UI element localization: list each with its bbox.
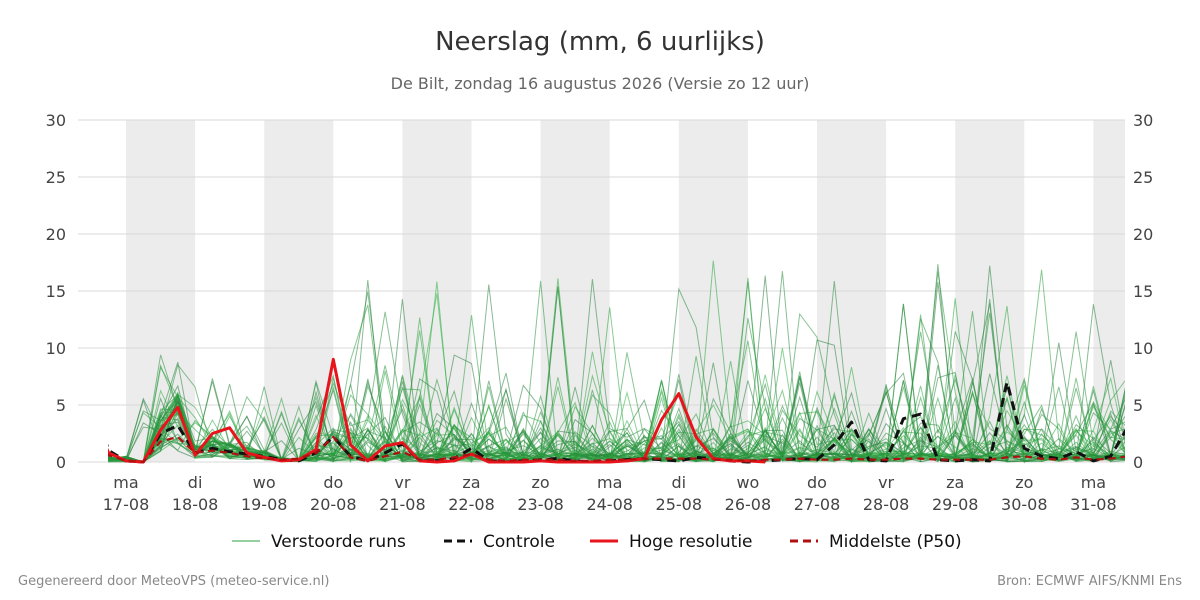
x-tick-day: ma <box>113 473 138 492</box>
ensemble-member-line <box>108 286 1125 463</box>
y-tick-label-right: 25 <box>1133 168 1153 187</box>
x-tick-day: za <box>946 473 964 492</box>
legend-label: Middelste (P50) <box>829 532 962 552</box>
x-tick-day: vr <box>878 473 894 492</box>
y-tick-label-right: 30 <box>1133 111 1153 130</box>
x-tick-date: 26-08 <box>725 495 772 514</box>
x-tick-date: 30-08 <box>1001 495 1048 514</box>
plot-series <box>108 260 1125 464</box>
ensemble-member-line <box>108 280 1125 463</box>
x-tick-day: wo <box>736 473 759 492</box>
y-tick-label-right: 0 <box>1133 453 1143 472</box>
y-tick-label-left: 0 <box>56 453 66 472</box>
x-tick-day: di <box>671 473 686 492</box>
x-tick-date: 23-08 <box>517 495 564 514</box>
legend-label: Controle <box>483 532 555 552</box>
x-tick-date: 19-08 <box>241 495 288 514</box>
y-tick-label-right: 10 <box>1133 339 1153 358</box>
legend: Verstoorde runs Controle Hoge resolutie Mid… <box>232 532 962 552</box>
x-tick-day: ma <box>1081 473 1106 492</box>
ensemble-member-line <box>108 287 1125 463</box>
x-tick-day: do <box>807 473 827 492</box>
footer-generated: Gegenereerd door MeteoVPS (meteo-service… <box>18 574 329 589</box>
ensemble-member-line <box>108 265 1125 463</box>
y-tick-label-right: 15 <box>1133 282 1153 301</box>
y-tick-label-left: 30 <box>46 111 66 130</box>
x-tick-date: 27-08 <box>794 495 841 514</box>
x-tick-day: za <box>462 473 480 492</box>
x-tick-date: 25-08 <box>656 495 703 514</box>
y-tick-label-right: 20 <box>1133 225 1153 244</box>
x-tick-day: do <box>323 473 343 492</box>
ensemble-member-line <box>108 278 1125 463</box>
x-tick-day: vr <box>394 473 410 492</box>
chart-subtitle: De Bilt, zondag 16 augustus 2026 (Versie… <box>391 74 810 93</box>
legend-label: Verstoorde runs <box>271 532 406 552</box>
x-tick-date: 21-08 <box>379 495 426 514</box>
ensemble-member-line <box>108 279 1125 464</box>
footer-source: Bron: ECMWF AIFS/KNMI Ens <box>997 574 1182 589</box>
ensemble-member-line <box>108 284 1125 463</box>
y-axis-right: 0 5 10 15 20 25 30 <box>1133 111 1153 472</box>
ensemble-member-line <box>108 388 1125 463</box>
x-tick-date: 28-08 <box>863 495 910 514</box>
x-tick-day: wo <box>253 473 276 492</box>
x-tick-day: di <box>188 473 203 492</box>
y-tick-label-left: 10 <box>46 339 66 358</box>
x-tick-date: 17-08 <box>103 495 150 514</box>
ensemble-member-line <box>108 303 1125 463</box>
ensemble-member-line <box>108 281 1125 463</box>
x-tick-date: 24-08 <box>586 495 633 514</box>
plot-area <box>108 260 1125 464</box>
x-tick-date: 22-08 <box>448 495 495 514</box>
x-tick-date: 18-08 <box>172 495 219 514</box>
series-line-hoge-resolutie <box>108 357 766 464</box>
x-tick-day: zo <box>532 473 550 492</box>
x-tick-date: 31-08 <box>1070 495 1117 514</box>
y-tick-label-left: 5 <box>56 396 66 415</box>
y-tick-label-right: 5 <box>1133 396 1143 415</box>
y-tick-label-left: 20 <box>46 225 66 244</box>
y-tick-label-left: 25 <box>46 168 66 187</box>
y-axis-left: 0 5 10 15 20 25 30 <box>46 111 66 472</box>
x-axis: ma 17-08 di 18-08 wo 19-08 do 20-08 vr 21-08 za 22-… <box>103 473 1117 514</box>
series-line-middelste-p50- <box>108 435 1125 464</box>
legend-label: Hoge resolutie <box>629 532 753 552</box>
ensemble-member-line <box>108 281 1125 463</box>
x-tick-date: 29-08 <box>932 495 979 514</box>
x-tick-day: zo <box>1015 473 1033 492</box>
y-tick-label-left: 15 <box>46 282 66 301</box>
chart-title: Neerslag (mm, 6 uurlijks) <box>435 27 765 57</box>
x-tick-day: ma <box>597 473 622 492</box>
x-tick-date: 20-08 <box>310 495 357 514</box>
ensemble-member-line <box>108 275 1125 463</box>
